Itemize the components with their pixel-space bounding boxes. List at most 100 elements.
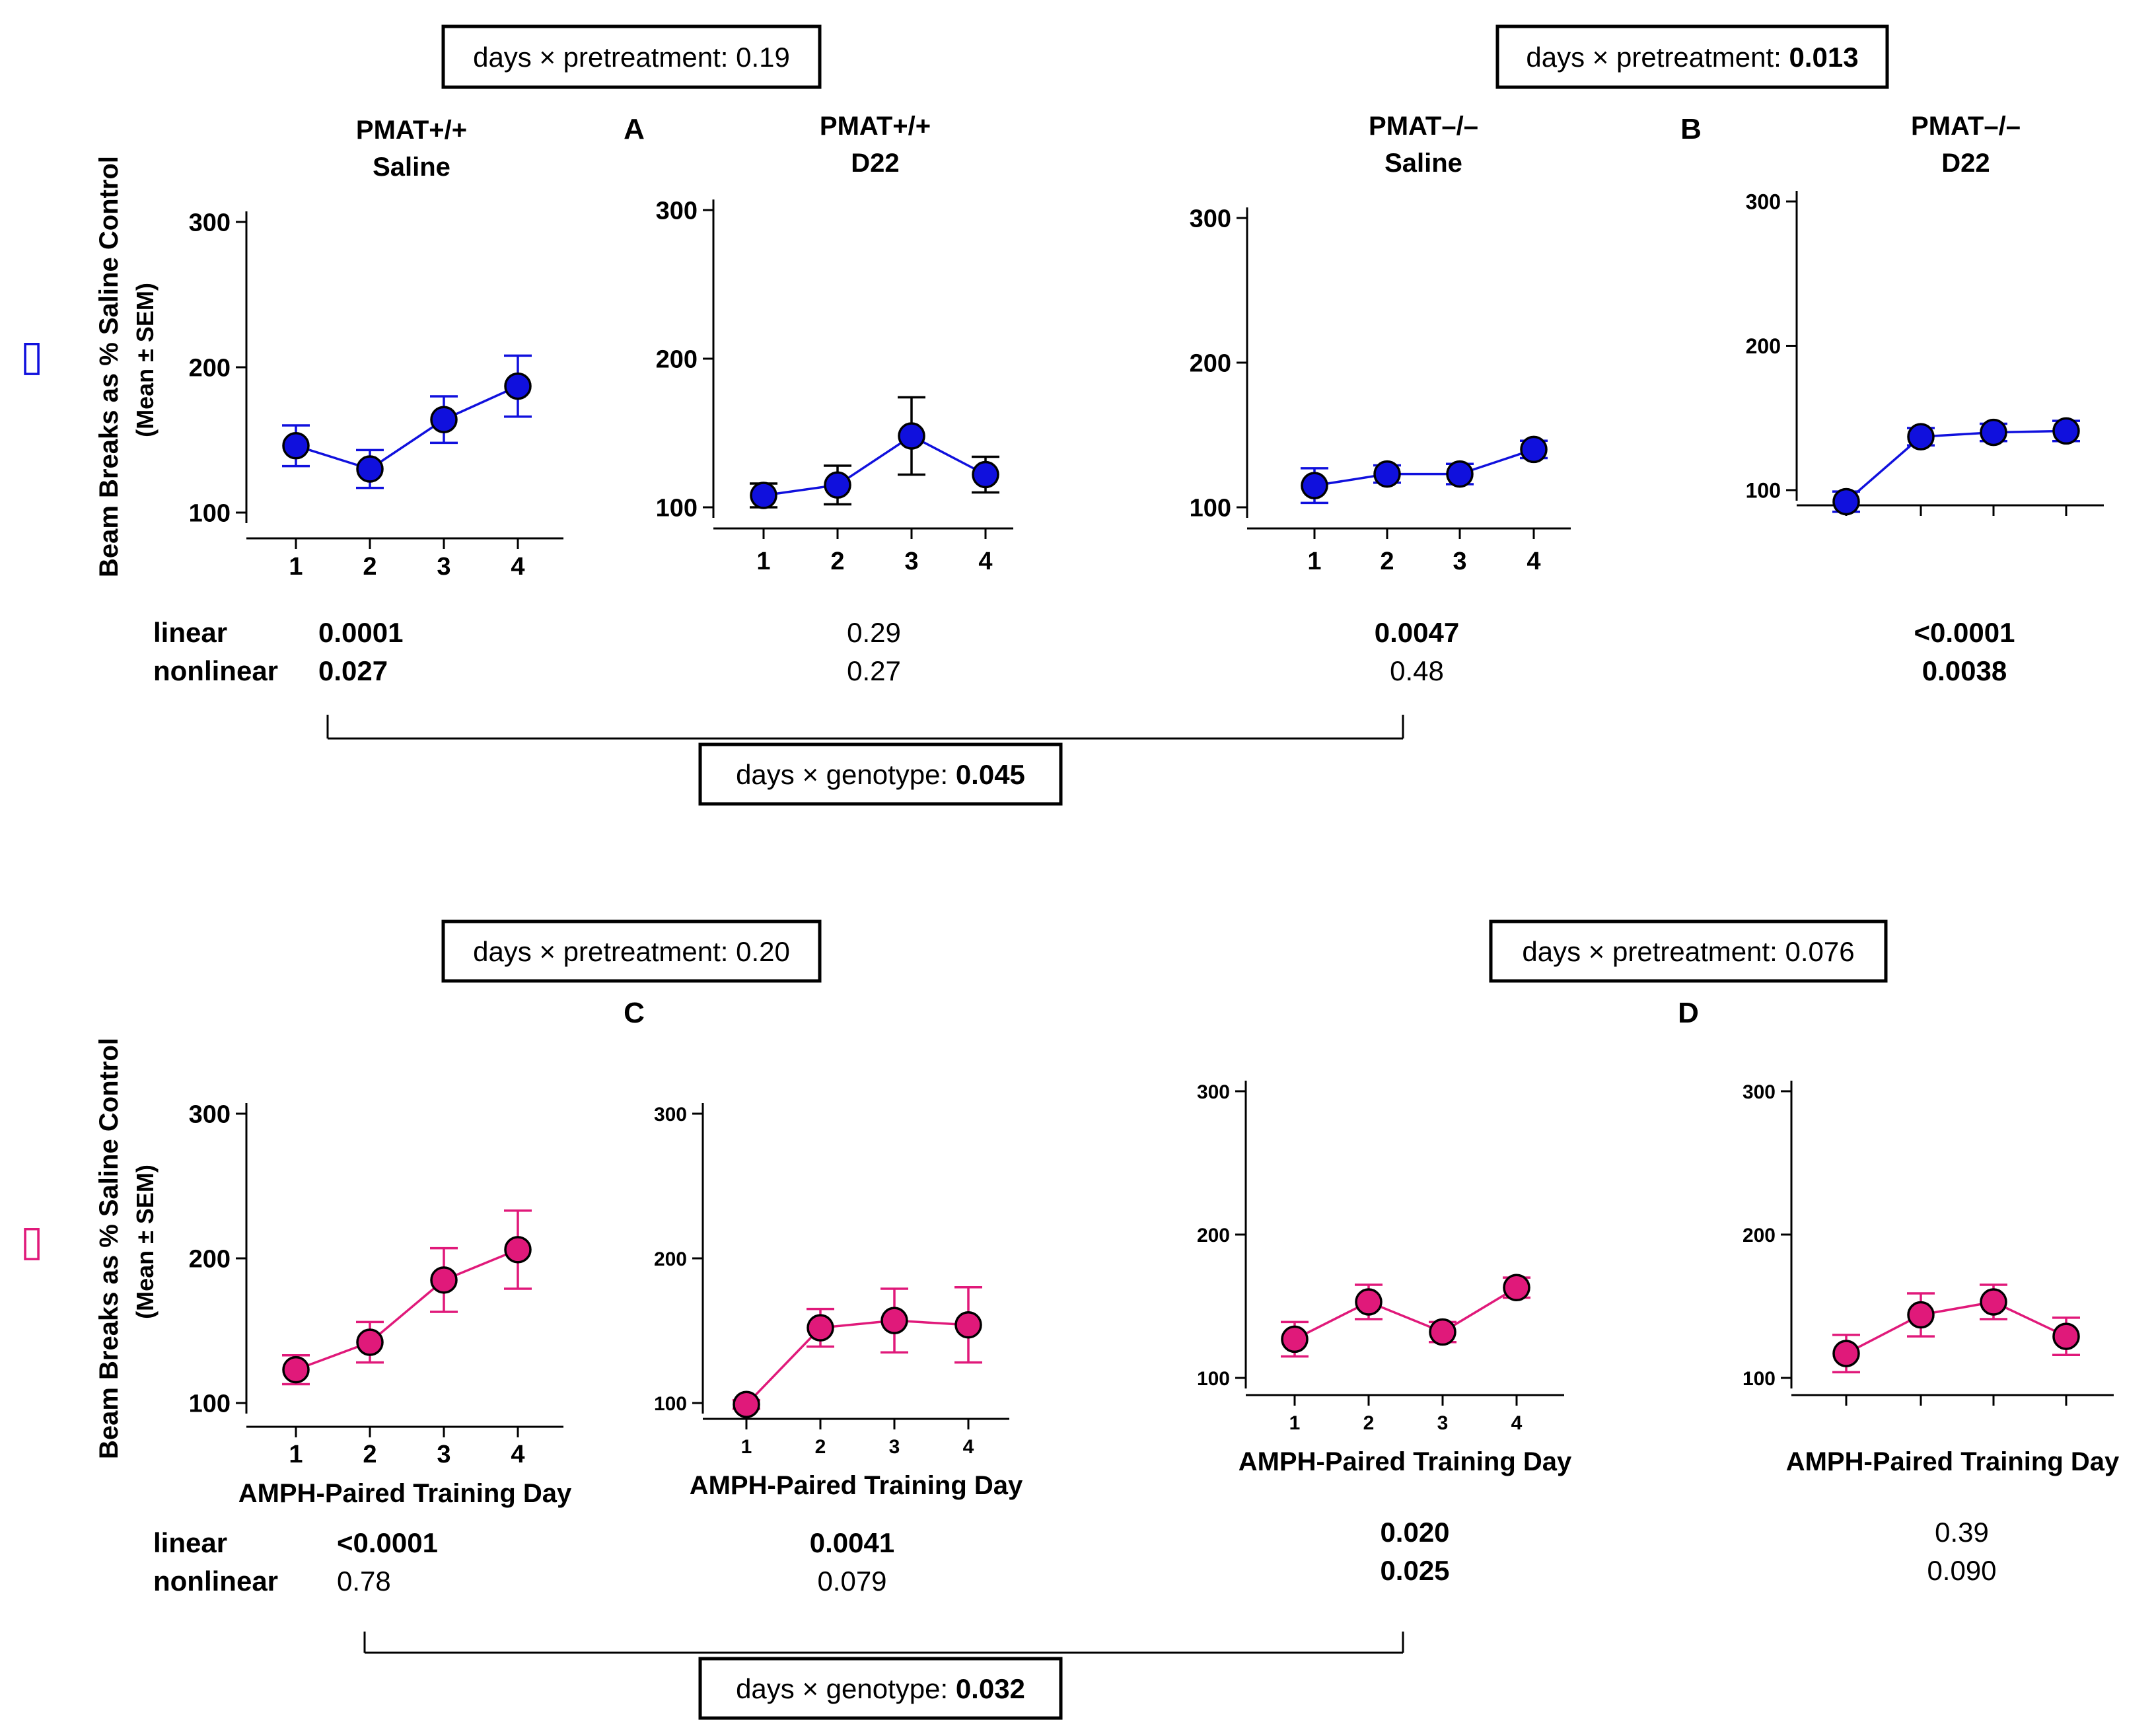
data-point [504,1236,532,1264]
chart-panel-d2: 100 200 300 AMPH-Paired Training Day 0.39 0.0… [1743,1081,2120,1586]
nonlinear-p-value: 0.78 [337,1566,391,1597]
stat-box-frame [441,24,822,89]
y-tick-label: 300 [1746,190,1781,214]
chart-panel-b2: PMAT–/– D22 100 200 300 <0.0001 0.0038 [1746,112,2104,686]
x-tick-label: 1 [289,1441,303,1468]
x-tick-label: 2 [363,553,377,581]
x-tick-label: 1 [756,548,770,575]
y-axis-subtitle: (Mean ± SEM) [131,283,159,437]
data-point [356,455,384,483]
y-tick-label: 300 [189,209,231,237]
stat-box-text: days × genotype: 0.032 [736,1673,1025,1704]
data-point [1301,472,1328,499]
data-point [1429,1318,1456,1346]
x-tick-label: 1 [1289,1412,1301,1434]
comparison-bracket [326,715,1404,740]
stat-box-prefix: days × pretreatment: [473,42,736,73]
y-tick-label: 300 [654,1104,687,1126]
stat-box-text: days × pretreatment: 0.19 [473,42,790,73]
chart-panel-a2: PMAT+/+ D22 100 200 300 1 2 3 4 0.29 0.27 [656,112,1013,686]
data-point [1503,1274,1530,1302]
data-point [1446,460,1474,488]
stat-box-value: 0.045 [956,759,1025,790]
nonlinear-p-value: 0.025 [1380,1555,1449,1586]
nonlinear-p-value: 0.27 [847,655,901,686]
stat-box-top-genotype: days × genotype: 0.045 [698,742,1063,806]
data-point [898,422,925,450]
data-point [430,1266,458,1294]
data-point [356,1328,384,1356]
panel-title: PMAT–/– [1369,112,1478,141]
series-line [745,1319,969,1406]
y-tick-label: 200 [1746,334,1781,358]
x-axis-label: AMPH-Paired Training Day [690,1471,1023,1500]
y-tick-label: 300 [1190,205,1231,233]
data-point [1520,435,1548,464]
x-tick-label: 3 [889,1436,900,1458]
y-tick-label: 100 [1743,1368,1776,1390]
stat-box-frame [698,742,1063,806]
series-line [1294,1286,1517,1340]
nonlinear-p-value: 0.0038 [1922,655,2007,686]
stat-box-value: 0.19 [736,42,790,73]
y-tick-label: 100 [654,1393,687,1415]
y-tick-label: 200 [656,346,698,374]
y-tick-label: 100 [1197,1368,1230,1390]
stat-box-bot-right: days × pretreatment: 0.076 [1489,919,1888,983]
y-tick-label: 200 [1190,350,1231,378]
y-tick-label: 300 [1197,1081,1230,1103]
data-point [1907,1301,1935,1329]
data-point [1832,487,1860,516]
y-axis-subtitle: (Mean ± SEM) [131,1165,159,1319]
x-tick-label: 1 [1307,548,1321,575]
x-tick-label: 1 [741,1436,752,1458]
data-point [1980,1288,2007,1316]
y-tick-label: 200 [1197,1225,1230,1246]
panel-letter-c: C [624,997,645,1029]
stat-box-top-right: days × pretreatment: 0.013 [1495,24,1889,89]
y-tick-label: 100 [1190,495,1231,522]
stat-box-bot-left: days × pretreatment: 0.20 [441,919,822,983]
linear-p-value: 0.0041 [810,1527,894,1558]
stat-box-prefix: days × genotype: [736,759,956,790]
data-point [1355,1288,1383,1316]
y-tick-label: 200 [189,355,231,382]
y-tick-label: 300 [656,198,698,225]
row-marker-saline: ▯ [20,332,43,379]
stat-box-text: days × pretreatment: 0.013 [1526,42,1858,73]
x-tick-label: 2 [1380,548,1394,575]
y-tick-label: 300 [1743,1081,1776,1103]
panel-title: D22 [851,149,899,178]
x-tick-label: 3 [437,553,450,581]
y-tick-label: 200 [189,1246,231,1274]
data-point [733,1390,760,1418]
x-axis-label: AMPH-Paired Training Day [1786,1447,2120,1476]
y-tick-label: 100 [189,1390,231,1418]
data-point [750,482,777,509]
stat-box-prefix: days × pretreatment: [1522,936,1785,967]
x-tick-label: 3 [1453,548,1466,575]
data-point [1281,1325,1309,1353]
panel-title: PMAT+/+ [356,116,467,145]
row-marker-amph: ▯ [20,1217,43,1264]
x-tick-label: 4 [1527,548,1540,575]
series-line [1314,448,1534,487]
x-tick-label: 3 [437,1441,450,1468]
stat-box-value: 0.076 [1785,936,1854,967]
linear-p-value: 0.0001 [318,617,403,648]
x-tick-label: 4 [511,553,524,581]
linear-p-value: 0.39 [1935,1517,1989,1548]
series-line [763,434,986,497]
data-point [824,471,851,499]
stat-box-value: 0.20 [736,936,790,967]
data-point [504,372,532,400]
x-tick-label: 2 [830,548,844,575]
data-point [1980,418,2007,447]
x-tick-label: 4 [963,1436,974,1458]
chart-panel-a1: PMAT+/+ Saline 100 200 300 1 2 3 4 0.0001 0.027 [189,116,563,686]
data-point [807,1314,834,1342]
panel-title: PMAT–/– [1911,112,2021,141]
panel-title: Saline [373,153,450,182]
series-line [295,1248,519,1371]
